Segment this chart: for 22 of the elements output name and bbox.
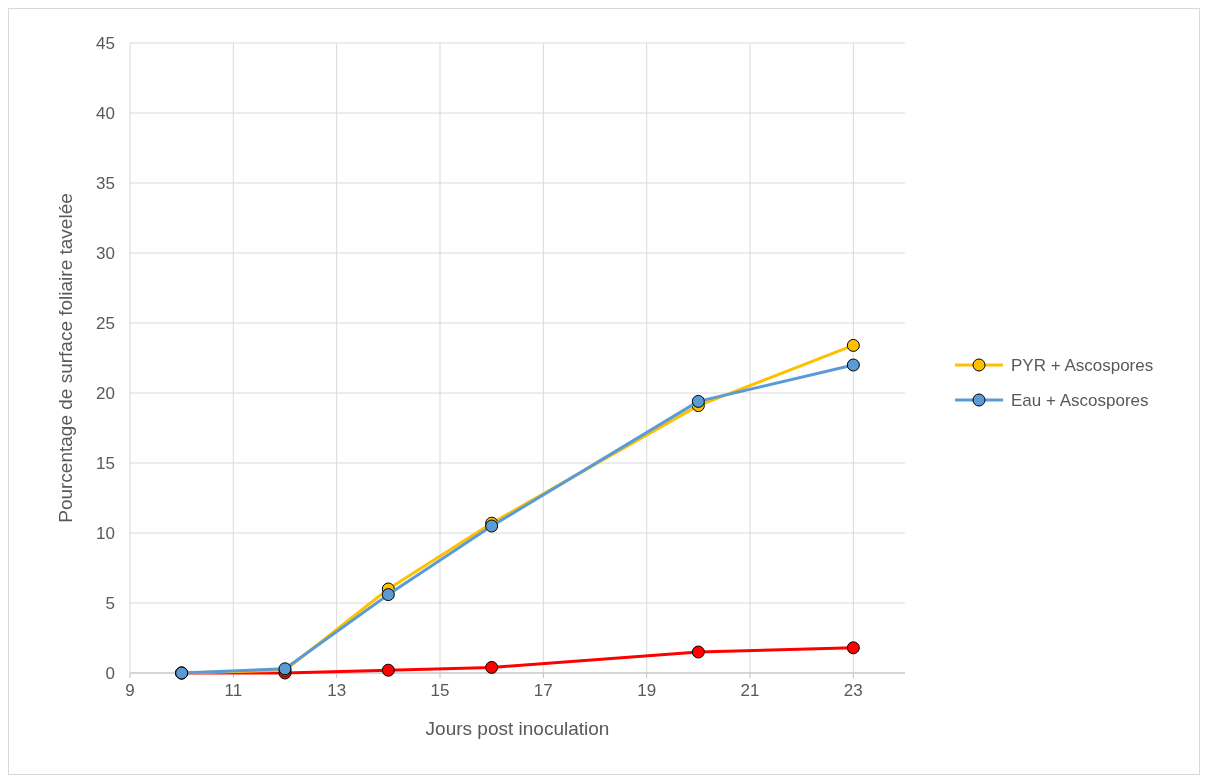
legend-label: PYR + Ascospores xyxy=(1011,356,1154,375)
y-tick-label: 20 xyxy=(96,384,115,403)
x-tick-label: 23 xyxy=(843,681,863,700)
x-axis-title: Jours post inoculation xyxy=(425,718,610,739)
x-tick-label: 17 xyxy=(533,681,553,700)
x-tick-label: 15 xyxy=(430,681,450,700)
y-axis-title: Pourcentage de surface foliaire tavelée xyxy=(55,193,76,523)
y-tick-label: 35 xyxy=(96,174,115,193)
legend-label: Eau + Ascospores xyxy=(1011,391,1149,410)
y-tick-label: 0 xyxy=(105,664,115,683)
x-tick-label: 9 xyxy=(125,681,135,700)
x-tick-label: 21 xyxy=(740,681,760,700)
y-tick-label: 25 xyxy=(96,314,115,333)
y-tick-label: 45 xyxy=(96,34,115,53)
x-tick-label: 19 xyxy=(637,681,657,700)
y-tick-label: 5 xyxy=(105,594,115,613)
y-tick-label: 40 xyxy=(96,104,115,123)
y-tick-label: 15 xyxy=(96,454,115,473)
y-tick-label: 30 xyxy=(96,244,115,263)
x-tick-label: 13 xyxy=(327,681,347,700)
y-tick-label: 10 xyxy=(96,524,115,543)
x-tick-label: 11 xyxy=(224,681,243,700)
